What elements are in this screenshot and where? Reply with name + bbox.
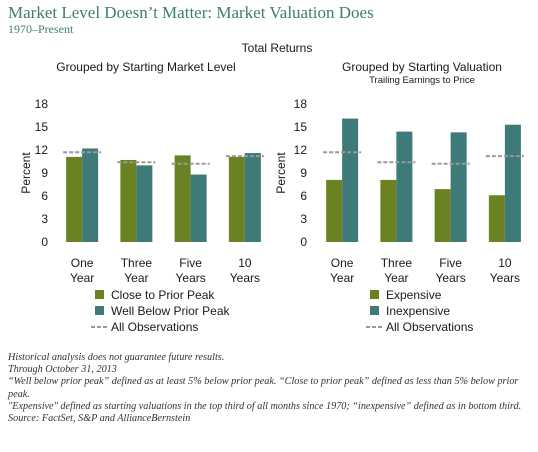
chart1-bar-series2	[82, 148, 99, 242]
chart1-x-tick-label: Years	[176, 271, 206, 285]
chart1-x-tick-label: One	[71, 256, 94, 270]
chart-super-title: Total Returns	[242, 41, 313, 55]
chart1-x-tick-label: Years	[230, 271, 260, 285]
chart2-y-tick-label: 9	[300, 166, 307, 180]
chart1-x-tick-label: Three	[121, 256, 153, 270]
chart1-bar-series1	[174, 155, 191, 242]
page-title: Market Level Doesn’t Matter: Market Valu…	[8, 3, 374, 22]
footnote-disclaimer: Historical analysis does not guarantee f…	[8, 352, 225, 363]
chart1-bar-series2	[244, 153, 261, 242]
chart2-bar-series2	[342, 118, 359, 242]
footnote-date: Through October 31, 2013	[8, 364, 117, 376]
chart1-x-tick-label: Five	[179, 256, 202, 270]
chart1-legend-swatch	[95, 306, 104, 315]
chart1-x-tick-label: 10	[238, 256, 252, 270]
chart2-bar-series2	[396, 131, 413, 242]
chart2-x-tick-label: 10	[498, 256, 512, 270]
chart1-bar-series1	[228, 156, 245, 242]
chart1-x-tick-label: Year	[124, 271, 148, 285]
chart2-bar-series1	[434, 189, 451, 242]
chart2-legend-swatch	[370, 290, 379, 299]
chart2-bar-series1	[326, 179, 343, 242]
chart1-y-tick-label: 9	[41, 166, 48, 180]
chart1-title: Grouped by Starting Market Level	[56, 60, 235, 74]
chart1-bar-series1	[66, 156, 83, 242]
chart2-title: Grouped by Starting Valuation	[342, 60, 502, 74]
chart1-bar-series2	[190, 174, 207, 242]
chart1-bar-series2	[136, 165, 153, 242]
chart1-legend-swatch	[95, 290, 104, 299]
chart1-y-tick-label: 12	[35, 143, 49, 157]
chart-area: Total Returns Grouped by Starting Market …	[19, 41, 524, 334]
chart2-x-tick-label: Years	[490, 271, 520, 285]
chart2-y-tick-label: 0	[300, 235, 307, 249]
chart2-x-tick-label: Three	[381, 256, 413, 270]
chart2-y-tick-label: 12	[294, 143, 308, 157]
chart2-legend-label: Expensive	[386, 288, 442, 302]
chart2-x-tick-label: Year	[330, 271, 354, 285]
chart1-legend-label: Close to Prior Peak	[111, 288, 215, 302]
page-subtitle: 1970–Present	[8, 22, 74, 36]
chart2-legend-label: All Observations	[386, 320, 473, 334]
chart2-y-axis-label: Percent	[274, 152, 288, 194]
footnote-peak-definition: “Well below prior peak” defined as at le…	[8, 376, 519, 400]
chart2-bar-series2	[504, 124, 521, 242]
chart2-bar-series1	[380, 179, 397, 242]
chart1-y-tick-label: 6	[41, 189, 48, 203]
chart1-y-tick-label: 3	[41, 212, 48, 226]
chart2-bar-series2	[450, 132, 467, 242]
chart1-y-tick-label: 18	[35, 97, 49, 111]
footnote-valuation-definition: "Expensive" defined as starting valuatio…	[8, 400, 522, 412]
chart2-x-tick-label: Five	[439, 256, 462, 270]
chart2-legend-swatch	[370, 306, 379, 315]
chart2-x-tick-label: One	[331, 256, 354, 270]
chart1-y-tick-label: 0	[41, 235, 48, 249]
chart2-y-tick-label: 6	[300, 189, 307, 203]
chart2-y-tick-label: 18	[294, 97, 308, 111]
chart2-y-tick-label: 3	[300, 212, 307, 226]
chart1-y-tick-label: 15	[35, 120, 49, 134]
chart2-legend-label: Inexpensive	[386, 304, 450, 318]
chart1-bar-series1	[120, 159, 137, 242]
chart2-x-tick-label: Year	[384, 271, 408, 285]
footnotes: Historical analysis does not guarantee f…	[8, 352, 528, 425]
chart2-bar-series1	[488, 195, 505, 242]
chart2-y-tick-label: 15	[294, 120, 308, 134]
chart1-y-axis-label: Percent	[19, 152, 33, 194]
chart1-x-tick-label: Year	[70, 271, 94, 285]
chart2-subtitle: Trailing Earnings to Price	[369, 75, 475, 86]
footnote-source: Source: FactSet, S&P and AllianceBernste…	[8, 413, 191, 425]
chart2-x-tick-label: Years	[436, 271, 466, 285]
chart1-legend-label: All Observations	[111, 320, 198, 334]
chart1-legend-label: Well Below Prior Peak	[111, 304, 230, 318]
